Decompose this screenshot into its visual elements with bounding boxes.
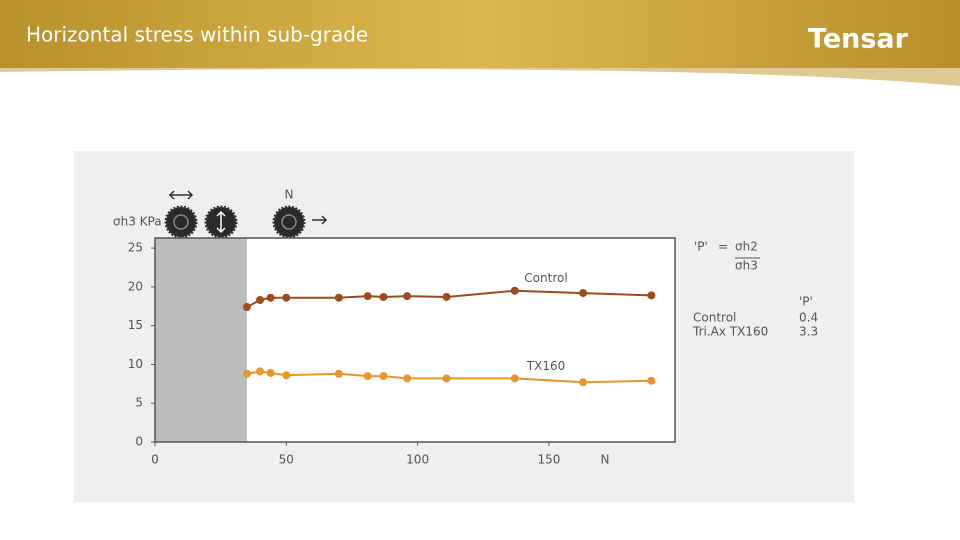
data-point	[242, 369, 251, 378]
data-point	[647, 376, 656, 385]
p-row-name: Control	[693, 311, 736, 325]
data-point	[266, 293, 275, 302]
plot: 0 5 10 15 20 25 0 50 100 150 Control TX160	[128, 237, 676, 467]
data-point	[379, 292, 388, 301]
p-table-header: 'P'	[799, 295, 813, 309]
data-point	[363, 292, 372, 301]
slide-title: Horizontal stress within sub-grade	[26, 23, 368, 47]
data-point	[442, 292, 451, 301]
data-point	[403, 292, 412, 301]
header-swoosh	[0, 68, 960, 86]
data-point	[334, 293, 343, 302]
formula-eq: =	[718, 240, 728, 254]
plot-frame	[154, 237, 676, 443]
series-label: TX160	[526, 359, 565, 373]
data-point	[282, 293, 291, 302]
data-point	[442, 374, 451, 383]
y-tick-label: 25	[128, 241, 143, 255]
y-tick-label: 0	[135, 435, 143, 449]
series-label: Control	[524, 271, 567, 285]
formula-denominator: σh3	[735, 259, 758, 273]
data-point	[242, 303, 251, 312]
data-point	[379, 372, 388, 381]
data-point	[334, 369, 343, 378]
data-point	[510, 286, 519, 295]
logo: Tensar	[808, 24, 909, 55]
data-point	[647, 291, 656, 300]
p-row-value: 3.3	[799, 325, 818, 339]
y-tick-label: 10	[128, 357, 143, 371]
data-point	[266, 368, 275, 377]
x-tick-label: 150	[537, 453, 560, 467]
header-band	[0, 0, 960, 68]
data-point	[256, 296, 265, 305]
y-axis-label: σh3 KPa	[113, 215, 162, 229]
p-row-name: Tri.Ax TX160	[692, 325, 768, 339]
x-tick-label: 50	[279, 453, 294, 467]
data-point	[256, 367, 265, 376]
shaded-region	[155, 238, 247, 442]
data-point	[579, 378, 588, 387]
x-tick-label: 100	[406, 453, 429, 467]
data-point	[579, 289, 588, 298]
data-point	[282, 371, 291, 380]
data-point	[403, 374, 412, 383]
x-axis-label: N	[601, 453, 610, 467]
icons	[164, 190, 760, 286]
data-point	[363, 372, 372, 381]
y-tick-label: 20	[128, 279, 143, 293]
y-tick-label: 15	[128, 318, 143, 332]
data-point	[510, 374, 519, 383]
y-tick-label: 5	[135, 396, 143, 410]
load-label: N	[285, 188, 294, 202]
p-row-value: 0.4	[799, 311, 818, 325]
formula-numerator: σh2	[735, 240, 758, 254]
formula-lhs: 'P'	[694, 240, 708, 254]
x-tick-label: 0	[151, 453, 159, 467]
